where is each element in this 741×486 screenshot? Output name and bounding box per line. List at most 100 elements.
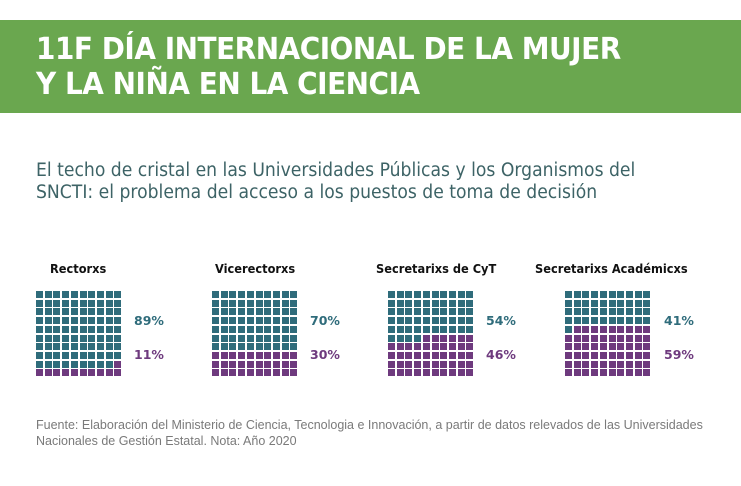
waffle-cell-teal [565, 291, 572, 298]
waffle-cell-teal [79, 299, 87, 307]
waffle-cell-teal [431, 308, 439, 316]
waffle-cell-teal [105, 360, 113, 368]
waffle-cell-teal [212, 299, 219, 307]
waffle-cell-purple [617, 334, 625, 342]
waffle-cell-purple [565, 351, 572, 359]
waffle-cell-teal [272, 334, 280, 342]
waffle-cell-teal [396, 317, 404, 325]
waffle-cell-purple [53, 369, 61, 377]
waffle-cell-purple [599, 351, 607, 359]
waffle-cell-purple [44, 369, 52, 377]
waffle-cell-teal [220, 325, 228, 333]
waffle-cell-teal [396, 299, 404, 307]
waffle-cell-teal [114, 308, 122, 316]
waffle-cell-teal [105, 299, 113, 307]
waffle-cell-teal [36, 334, 43, 342]
waffle-cell-teal [70, 299, 78, 307]
waffle-cell-purple [422, 369, 430, 377]
waffle-cell-teal [625, 317, 633, 325]
waffle-cell-teal [599, 317, 607, 325]
waffle-cell-purple [466, 334, 474, 342]
waffle-cell-teal [53, 360, 61, 368]
waffle-cell-teal [466, 308, 474, 316]
waffle-cell-teal [246, 291, 254, 298]
waffle-cell-teal [290, 308, 298, 316]
waffle-cell-teal [272, 343, 280, 351]
waffle-cell-teal [422, 308, 430, 316]
waffle-cell-purple [272, 351, 280, 359]
waffle-grid [565, 291, 653, 379]
waffle-cell-teal [255, 334, 263, 342]
waffle-cell-purple [255, 360, 263, 368]
panel-title: Secretarixs de CyT [376, 262, 497, 276]
waffle-cell-teal [264, 291, 272, 298]
waffle-cell-purple [220, 351, 228, 359]
source-line-2: Nacionales de Gestión Estatal. Nota: Año… [36, 434, 297, 448]
waffle-cell-purple [290, 369, 298, 377]
waffle-cell-teal [88, 360, 96, 368]
waffle-cell-purple [608, 360, 616, 368]
waffle-cell-teal [53, 334, 61, 342]
waffle-cell-purple [440, 343, 448, 351]
waffle-cell-teal [643, 299, 651, 307]
waffle-cell-teal [448, 325, 456, 333]
waffle-cell-teal [44, 308, 52, 316]
waffle-cell-purple [591, 343, 599, 351]
waffle-cell-purple [634, 351, 642, 359]
waffle-cell-purple [396, 351, 404, 359]
waffle-cell-purple [643, 343, 651, 351]
waffle-cell-purple [457, 351, 465, 359]
waffle-cell-purple [62, 369, 70, 377]
waffle-cell-purple [440, 334, 448, 342]
waffle-cell-teal [229, 308, 237, 316]
waffle-cell-teal [272, 317, 280, 325]
waffle-cell-teal [105, 308, 113, 316]
waffle-cell-teal [220, 343, 228, 351]
waffle-cell-teal [238, 299, 246, 307]
waffle-cell-purple [238, 369, 246, 377]
waffle-cell-teal [212, 343, 219, 351]
waffle-cell-teal [62, 317, 70, 325]
waffle-cell-teal [44, 343, 52, 351]
waffle-cell-purple [246, 360, 254, 368]
waffle-cell-teal [290, 343, 298, 351]
waffle-cell-teal [44, 291, 52, 298]
waffle-cell-teal [53, 317, 61, 325]
waffle-cell-teal [44, 317, 52, 325]
waffle-cell-teal [114, 334, 122, 342]
waffle-cell-teal [440, 299, 448, 307]
waffle-cell-purple [405, 343, 413, 351]
waffle-cell-teal [255, 291, 263, 298]
waffle-cell-teal [88, 343, 96, 351]
waffle-cell-teal [643, 291, 651, 298]
waffle-cell-purple [448, 360, 456, 368]
waffle-cell-purple [643, 351, 651, 359]
waffle-cell-purple [290, 360, 298, 368]
waffle-cell-purple [70, 369, 78, 377]
waffle-cell-teal [220, 317, 228, 325]
waffle-cell-purple [599, 325, 607, 333]
waffle-cell-purple [388, 351, 395, 359]
waffle-cell-teal [440, 325, 448, 333]
waffle-cell-teal [246, 308, 254, 316]
waffle-cell-teal [79, 325, 87, 333]
waffle-cell-purple [396, 360, 404, 368]
waffle-cell-purple [565, 343, 572, 351]
waffle-cell-teal [36, 317, 43, 325]
purple-percent-label: 11% [134, 347, 164, 362]
waffle-cell-teal [96, 308, 104, 316]
waffle-cell-purple [448, 351, 456, 359]
waffle-cell-teal [70, 325, 78, 333]
waffle-cell-purple [466, 343, 474, 351]
teal-percent-label: 41% [664, 313, 694, 328]
waffle-cell-teal [264, 299, 272, 307]
chart-subtitle: El techo de cristal en las Universidades… [36, 160, 635, 204]
waffle-cell-teal [422, 299, 430, 307]
waffle-cell-purple [608, 369, 616, 377]
waffle-cell-teal [238, 308, 246, 316]
waffle-cell-teal [79, 317, 87, 325]
waffle-cell-teal [105, 351, 113, 359]
waffle-cell-teal [79, 360, 87, 368]
waffle-cell-teal [431, 299, 439, 307]
waffle-cell-teal [88, 334, 96, 342]
